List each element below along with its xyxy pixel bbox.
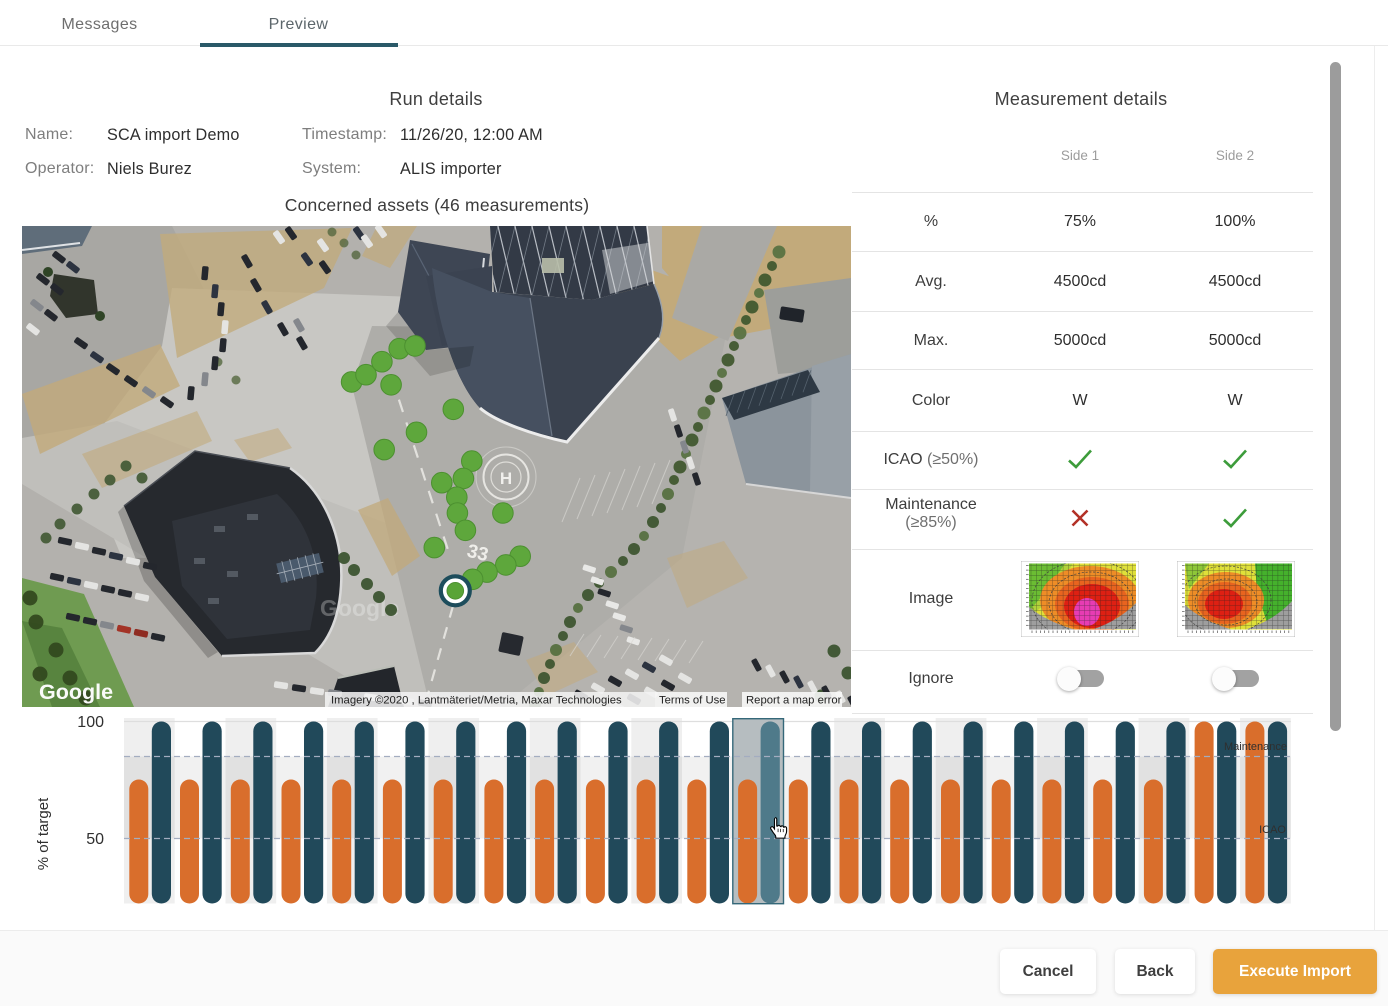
svg-text:Maintenance: Maintenance [1224, 741, 1287, 753]
svg-text:Terms of Use: Terms of Use [659, 695, 726, 707]
svg-text:% of target: % of target [35, 797, 52, 870]
svg-text:ICAO: ICAO [1259, 824, 1286, 836]
svg-text:H: H [500, 469, 512, 488]
svg-text:Google: Google [39, 680, 113, 704]
svg-text:50: 50 [86, 831, 104, 848]
svg-text:Report a map error: Report a map error [746, 695, 842, 707]
svg-text:100: 100 [77, 714, 104, 731]
svg-text:Imagery ©2020 , Lantmäteriet/M: Imagery ©2020 , Lantmäteriet/Metria, Max… [331, 695, 622, 707]
